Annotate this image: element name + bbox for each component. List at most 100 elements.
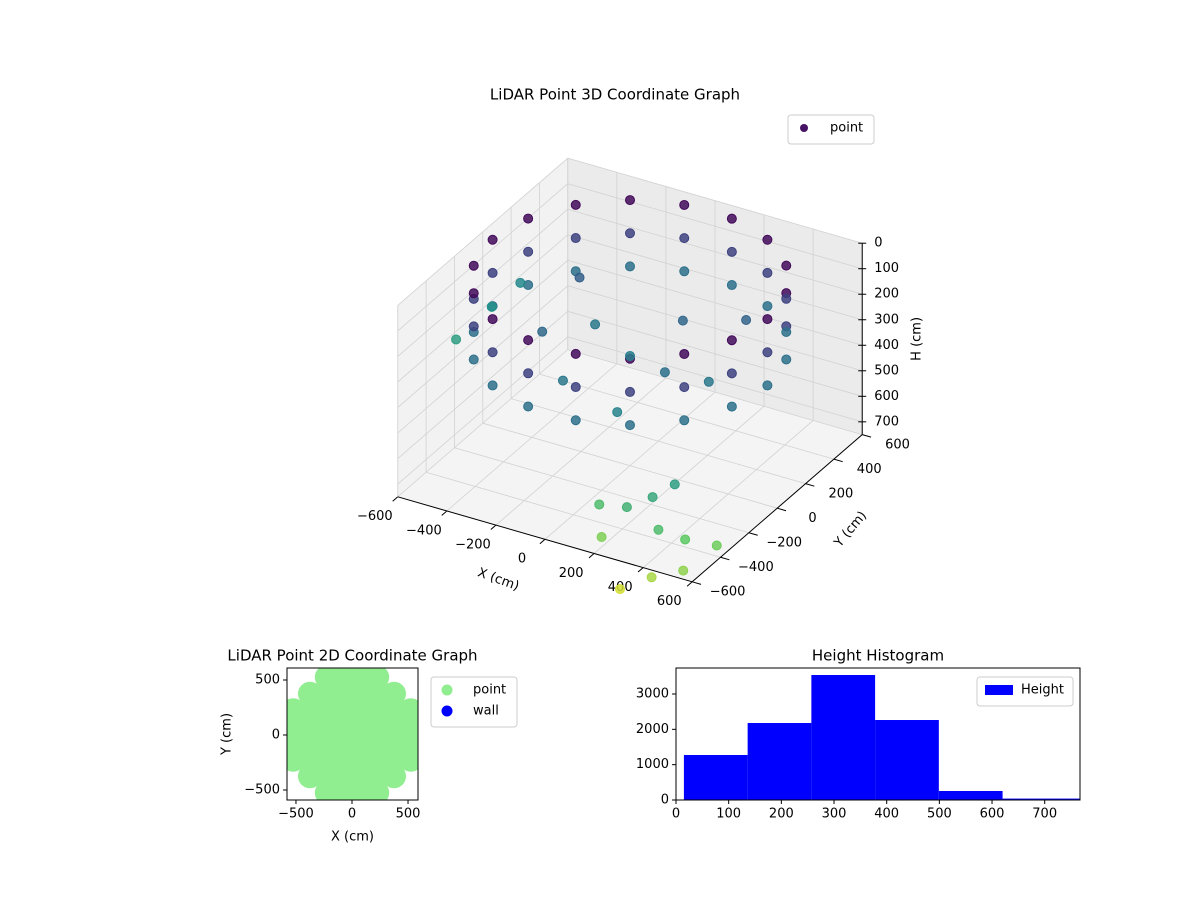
grid-line [567, 285, 863, 372]
point [331, 731, 356, 756]
grid-line [567, 349, 863, 435]
grid-line [397, 183, 569, 332]
point [781, 354, 792, 365]
y-tick-label: 1000 [636, 757, 669, 772]
x-tick-label: 200 [769, 807, 794, 822]
point [487, 314, 498, 325]
point [679, 233, 690, 244]
y-tick-label: 0 [272, 727, 280, 742]
grid-line [397, 311, 569, 459]
point [382, 764, 407, 789]
point [726, 401, 737, 412]
grid-line [482, 422, 778, 509]
point [468, 288, 479, 299]
point [348, 731, 373, 756]
x-tick-label: 300 [822, 807, 847, 822]
bar [938, 790, 1003, 800]
x-tick-label: −400 [406, 523, 442, 538]
grid-line [397, 285, 569, 434]
point [468, 260, 479, 271]
x-tick-label: 0 [672, 807, 680, 822]
point [624, 386, 635, 397]
point [781, 326, 792, 337]
point [468, 354, 479, 365]
x-tick-label: 200 [559, 566, 584, 581]
bar [875, 720, 939, 800]
z-tick-label: 300 [874, 312, 899, 327]
bar [683, 754, 748, 800]
point [331, 747, 356, 772]
point [677, 315, 688, 326]
point [314, 747, 339, 772]
legend-box [430, 676, 518, 728]
y-tick-label: 2000 [636, 722, 669, 737]
grid-line [397, 336, 569, 485]
x-tick [490, 524, 497, 530]
y-tick [805, 483, 815, 487]
point [726, 368, 737, 379]
point [590, 319, 601, 330]
point [762, 301, 773, 312]
point [365, 731, 390, 756]
y-tick-label: −600 [710, 585, 746, 600]
point [348, 681, 373, 706]
point [297, 714, 322, 739]
point [594, 499, 605, 510]
grid-line [567, 259, 863, 346]
point [614, 584, 625, 595]
point [659, 367, 670, 378]
point [679, 415, 690, 426]
point [781, 293, 792, 304]
point [331, 698, 356, 723]
axes-frame [286, 667, 419, 801]
x-tick [441, 510, 448, 516]
point [762, 380, 773, 391]
y-tick [720, 556, 730, 561]
grid-line [567, 208, 863, 295]
grid-line [397, 234, 569, 383]
legend-box [976, 676, 1074, 707]
y-tick-label: 200 [828, 486, 853, 501]
legend-label: wall [473, 704, 499, 719]
x-tick-label: 0 [348, 807, 356, 822]
x-tick [637, 567, 644, 573]
z-tick-label: 500 [874, 363, 899, 378]
y-tick [862, 434, 872, 438]
grid-line [397, 157, 569, 306]
point [297, 764, 322, 789]
z-tick-label: 400 [874, 338, 899, 353]
y-tick-label: −400 [738, 560, 774, 575]
x-axis-line [397, 496, 693, 583]
y-tick [692, 581, 702, 585]
point [653, 524, 664, 535]
point [570, 382, 581, 393]
z-axis-label: H (cm) [910, 317, 925, 361]
point [570, 415, 581, 426]
x-tick-label: 0 [518, 552, 526, 567]
point [515, 277, 526, 288]
y-tick-label: 3000 [636, 687, 669, 702]
point [486, 301, 497, 312]
x-axis-label: X (cm) [331, 830, 374, 845]
legend-marker [441, 705, 453, 717]
y-tick-label: −200 [766, 535, 802, 550]
grid-line [426, 471, 721, 558]
x-tick [392, 496, 399, 502]
z-tick-label: 600 [874, 389, 899, 404]
point [570, 233, 581, 244]
point [621, 502, 632, 513]
point [451, 334, 462, 345]
point [487, 380, 498, 391]
y-tick [748, 532, 758, 536]
grid-line [567, 310, 863, 397]
point [523, 401, 534, 412]
x-tick-label: 400 [874, 807, 899, 822]
point [297, 747, 322, 772]
point [711, 540, 722, 551]
point [348, 698, 373, 723]
point [331, 681, 356, 706]
point [596, 531, 607, 542]
point [382, 747, 407, 772]
point [612, 407, 623, 418]
y-tick [777, 507, 787, 512]
